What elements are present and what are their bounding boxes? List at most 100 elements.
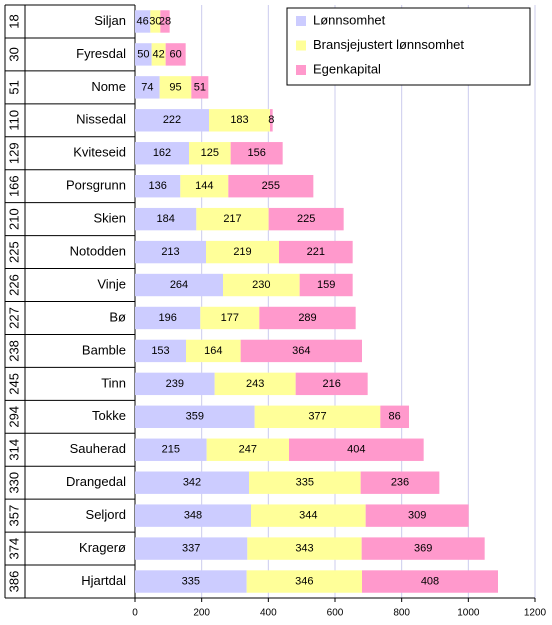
bar-segment <box>259 306 356 330</box>
value-label: 344 <box>299 510 317 522</box>
bar-segment <box>160 10 170 33</box>
value-label: 236 <box>391 477 409 489</box>
value-label: 95 <box>169 81 181 93</box>
value-label: 222 <box>163 114 181 126</box>
bar-segment <box>279 240 353 264</box>
bar-segment <box>186 339 241 363</box>
value-label: 177 <box>221 312 239 324</box>
y-tick-label: Porsgrunn <box>66 178 126 193</box>
bar-segment <box>209 109 270 132</box>
bar-segment <box>159 76 192 99</box>
bar-segment <box>180 174 229 198</box>
bar-segment <box>135 174 181 198</box>
value-label: 144 <box>195 180 213 192</box>
bar-segment <box>135 405 255 429</box>
bar-segment <box>361 537 485 560</box>
rank-label: 18 <box>6 14 21 28</box>
bar-segment <box>135 438 207 461</box>
rank-label: 386 <box>6 571 21 593</box>
value-label: 162 <box>153 147 171 159</box>
y-tick-label: Kragerø <box>79 540 126 555</box>
y-tick-label: Drangedal <box>66 474 126 489</box>
bar-segment <box>135 372 215 396</box>
rank-label: 30 <box>6 47 21 61</box>
bar-segment <box>196 207 269 231</box>
value-label: 42 <box>153 48 165 60</box>
bar-segment <box>135 273 223 297</box>
value-label: 164 <box>204 345 222 357</box>
y-tick-label: Tokke <box>92 408 126 423</box>
value-label: 86 <box>389 411 401 423</box>
bar-segment <box>230 142 283 165</box>
value-label: 289 <box>298 312 316 324</box>
bar-segment <box>135 240 206 264</box>
value-label: 8 <box>268 114 274 126</box>
value-label: 247 <box>239 444 257 456</box>
value-label: 369 <box>414 542 432 554</box>
bar-segment <box>270 109 273 132</box>
bar-segment <box>365 504 469 527</box>
legend-label: Egenkapital <box>313 61 381 76</box>
rank-label: 110 <box>6 110 21 131</box>
y-tick-label: Notodden <box>70 244 126 259</box>
value-label: 153 <box>151 345 169 357</box>
x-tick-label: 1000 <box>457 608 480 619</box>
y-tick-label: Nome <box>91 79 126 94</box>
value-label: 213 <box>161 246 179 258</box>
value-label: 346 <box>295 575 313 587</box>
x-tick-label: 1200 <box>524 608 547 619</box>
x-tick-label: 800 <box>393 608 410 619</box>
value-label: 408 <box>421 575 439 587</box>
bar-segment <box>135 306 201 330</box>
y-tick-label: Sauherad <box>70 441 126 456</box>
rank-label: 330 <box>6 472 21 494</box>
value-label: 50 <box>137 48 149 60</box>
legend-box <box>286 7 531 86</box>
rank-label: 374 <box>6 538 21 560</box>
rank-label: 227 <box>6 307 21 329</box>
value-label: 156 <box>247 147 265 159</box>
value-label: 159 <box>317 279 335 291</box>
rank-label: 357 <box>6 505 21 527</box>
x-tick-label: 600 <box>327 608 344 619</box>
bar-segment <box>240 339 362 363</box>
rank-label: 129 <box>6 142 21 164</box>
bar-segment <box>249 471 361 494</box>
bar-segment <box>135 339 186 363</box>
bar-segment <box>135 43 152 66</box>
rank-label: 166 <box>6 175 21 197</box>
bar-segment <box>247 537 362 560</box>
value-label: 239 <box>166 378 184 390</box>
value-label: 217 <box>223 213 241 225</box>
value-label: 335 <box>296 477 314 489</box>
rank-label: 51 <box>6 80 21 94</box>
x-tick-label: 400 <box>260 608 277 619</box>
bar-segment <box>223 273 300 297</box>
value-label: 337 <box>182 542 200 554</box>
value-label: 215 <box>162 444 180 456</box>
bar-segment <box>135 10 151 33</box>
bar-segment <box>135 207 197 231</box>
bar-segment <box>246 570 362 593</box>
y-tick-label: Hjartdal <box>81 573 126 588</box>
bar-segment <box>135 504 251 527</box>
rank-label: 226 <box>6 274 21 296</box>
value-label: 184 <box>156 213 174 225</box>
bar-segment <box>135 570 247 593</box>
value-label: 404 <box>347 444 365 456</box>
rank-label: 225 <box>6 241 21 263</box>
value-label: 343 <box>295 542 313 554</box>
bar-segment <box>151 43 166 66</box>
bar-segment <box>214 372 296 396</box>
y-tick-label: Vinje <box>97 276 126 291</box>
bar-segment <box>135 537 248 560</box>
value-label: 342 <box>183 477 201 489</box>
rank-label: 210 <box>6 208 21 230</box>
legend-swatch <box>296 16 306 26</box>
value-label: 230 <box>252 279 270 291</box>
value-label: 183 <box>230 114 248 126</box>
value-label: 74 <box>141 81 153 93</box>
bar-segment <box>380 405 409 429</box>
value-label: 348 <box>184 510 202 522</box>
y-tick-label: Kviteseid <box>73 145 126 160</box>
